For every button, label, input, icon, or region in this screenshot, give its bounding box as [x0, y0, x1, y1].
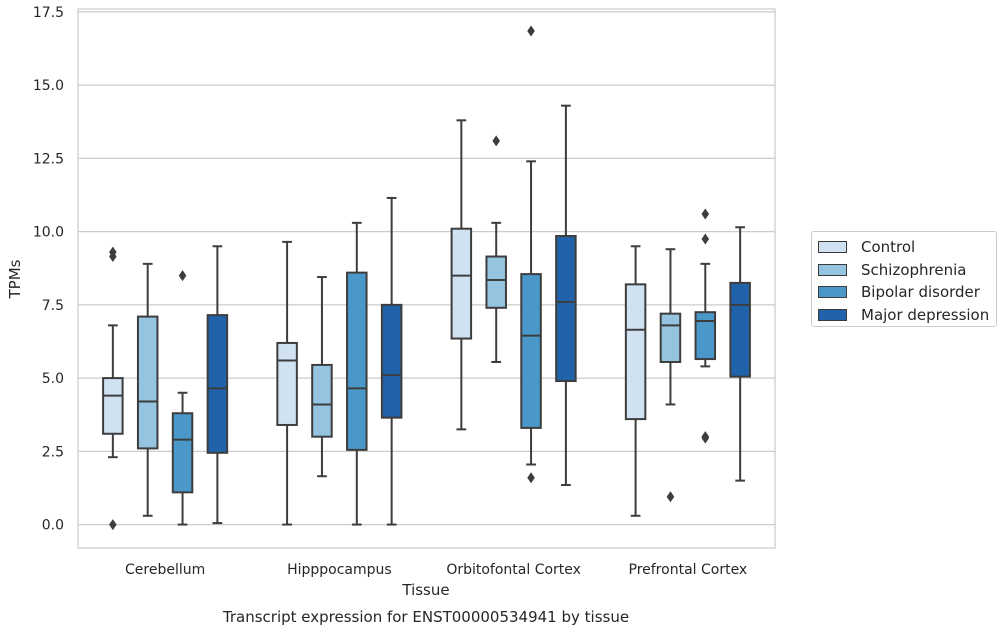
y-tick-labels: 0.0 2.5 5.0 7.5 10.0 12.5 15.0 17.5	[33, 5, 64, 534]
box-major-depression	[206, 245, 229, 525]
box-control	[450, 119, 473, 431]
box-iqr	[380, 303, 403, 419]
outlier-point	[492, 135, 500, 147]
chart-title: Transcript expression for ENST0000053494…	[222, 608, 629, 626]
x-axis-label: Tissue	[401, 581, 449, 599]
legend-swatch	[818, 286, 847, 299]
box-iqr	[450, 227, 473, 340]
box-bipolar-disorder	[171, 270, 194, 526]
legend-label: Major depression	[861, 305, 990, 324]
y-tick-label: 17.5	[33, 5, 64, 21]
x-tick-label: Cerebellum	[125, 562, 205, 578]
y-tick-label: 15.0	[33, 78, 64, 94]
y-tick-label: 12.5	[33, 151, 64, 167]
box-iqr	[346, 271, 368, 451]
outlier-point	[701, 233, 710, 245]
box-schizophrenia	[311, 276, 333, 478]
legend-swatch	[818, 241, 847, 254]
box-iqr	[171, 412, 194, 494]
y-tick-label: 10.0	[33, 225, 64, 241]
outlier-point	[109, 251, 117, 263]
box-control	[276, 240, 298, 526]
box-control	[102, 246, 124, 531]
box-bipolar-disorder	[520, 25, 542, 484]
legend-item: Schizophrenia	[818, 259, 996, 282]
box-major-depression	[555, 104, 577, 487]
legend-item: Control	[818, 236, 996, 259]
box-iqr	[555, 235, 577, 383]
box-iqr	[102, 377, 124, 435]
box-iqr	[694, 311, 717, 361]
outlier-point	[178, 270, 187, 282]
x-tick-labels: Cerebellum Hipppocampus Orbitofontal Corte…	[125, 562, 747, 578]
box-iqr	[311, 363, 333, 438]
box-major-depression	[729, 226, 751, 482]
outlier-point	[666, 491, 675, 503]
box-schizophrenia	[659, 248, 682, 503]
box-schizophrenia	[136, 262, 159, 517]
y-tick-label: 5.0	[42, 371, 64, 387]
box-iqr	[485, 255, 507, 309]
outlier-point	[527, 472, 535, 484]
box-schizophrenia	[485, 135, 507, 363]
grid-lines	[78, 11, 775, 526]
x-tick-label: Prefrontal Cortex	[629, 562, 748, 578]
legend-label: Control	[861, 238, 916, 257]
y-tick-label: 7.5	[42, 298, 64, 314]
outlier-point	[701, 208, 710, 220]
legend-label: Bipolar disorder	[861, 283, 980, 302]
legend-swatch	[818, 308, 847, 321]
legend: Control Schizophrenia Bipolar disorder Majo…	[811, 231, 997, 327]
box-iqr	[729, 281, 751, 378]
box-iqr	[624, 283, 647, 421]
outlier-point	[701, 432, 710, 444]
y-tick-label: 0.0	[42, 518, 64, 534]
legend-item: Major depression	[818, 304, 996, 327]
x-tick-label: Hipppocampus	[287, 562, 392, 578]
plot-area	[77, 8, 776, 549]
box-iqr	[136, 315, 159, 450]
outlier-point	[109, 519, 117, 531]
box-iqr	[659, 312, 682, 363]
legend-swatch	[818, 263, 847, 276]
box-series	[102, 25, 751, 531]
box-bipolar-disorder	[346, 221, 368, 526]
legend-item: Bipolar disorder	[818, 281, 996, 304]
box-iqr	[520, 273, 542, 429]
x-tick-label: Orbitofontal Cortex	[446, 562, 581, 578]
y-tick-label: 2.5	[42, 444, 64, 460]
box-iqr	[206, 314, 229, 454]
box-control	[624, 245, 647, 517]
box-major-depression	[380, 196, 403, 526]
box-bipolar-disorder	[694, 208, 717, 444]
box-iqr	[276, 341, 298, 426]
y-axis-label: TPMs	[6, 259, 24, 299]
legend-label: Schizophrenia	[861, 260, 967, 279]
outlier-point	[527, 25, 535, 37]
